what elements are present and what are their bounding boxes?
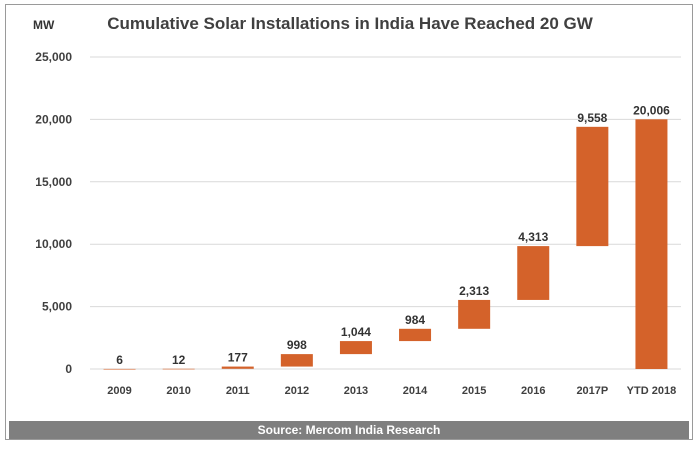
data-label: 1,044 <box>341 325 371 339</box>
bar <box>280 354 313 367</box>
x-tick-label: 2014 <box>403 385 428 397</box>
bar <box>103 368 136 370</box>
x-tick-label: 2015 <box>462 385 486 397</box>
bar <box>576 126 609 247</box>
bar <box>162 368 195 370</box>
data-label: 4,313 <box>518 230 548 244</box>
data-label: 984 <box>405 313 425 327</box>
data-label: 2,313 <box>459 284 489 298</box>
bar <box>399 328 432 342</box>
x-tick-label: 2017P <box>576 385 608 397</box>
y-tick-label: 20,000 <box>35 112 72 126</box>
y-tick-label: 0 <box>65 362 72 376</box>
data-label: 12 <box>172 353 186 367</box>
x-tick-label: 2012 <box>285 385 309 397</box>
chart-frame <box>5 4 693 440</box>
bar <box>458 299 491 329</box>
bar <box>635 119 668 369</box>
y-tick-label: 15,000 <box>35 175 72 189</box>
bar <box>517 246 550 300</box>
bar <box>221 366 254 369</box>
x-tick-label: 2011 <box>226 385 250 397</box>
y-tick-label: 25,000 <box>35 50 72 64</box>
data-label: 9,558 <box>577 111 607 125</box>
chart-title: Cumulative Solar Installations in India … <box>107 14 593 33</box>
x-tick-label: 2010 <box>166 385 190 397</box>
data-label: 998 <box>287 338 307 352</box>
y-axis-unit: MW <box>33 18 55 32</box>
data-label: 6 <box>116 353 123 367</box>
data-label: 20,006 <box>633 103 670 117</box>
source-caption: Source: Mercom India Research <box>9 421 689 439</box>
y-tick-label: 10,000 <box>35 237 72 251</box>
x-tick-label: 2016 <box>521 385 545 397</box>
bar <box>339 341 372 355</box>
x-tick-label: 2013 <box>344 385 368 397</box>
y-tick-label: 5,000 <box>42 300 72 314</box>
x-tick-label: YTD 2018 <box>627 385 677 397</box>
data-label: 177 <box>228 351 248 365</box>
x-tick-label: 2009 <box>107 385 131 397</box>
